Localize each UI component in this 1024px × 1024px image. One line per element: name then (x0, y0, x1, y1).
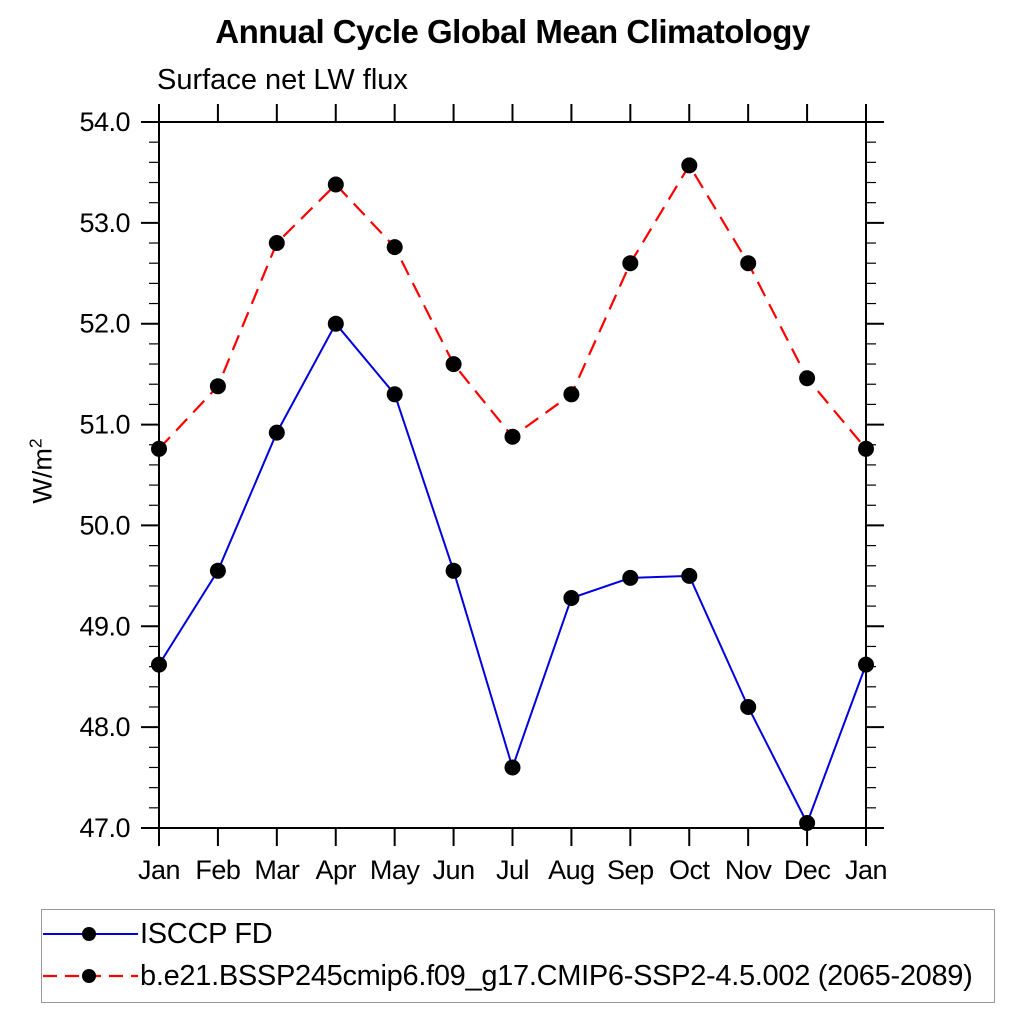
y-tick-label: 52.0 (79, 309, 130, 339)
data-point (151, 440, 167, 457)
data-point (327, 315, 344, 332)
data-point (681, 567, 698, 584)
y-tick-label: 53.0 (79, 208, 130, 238)
x-tick-label: Aug (548, 855, 595, 885)
data-point (622, 569, 639, 586)
y-tick-label: 49.0 (79, 611, 130, 641)
data-point (740, 699, 757, 715)
series-line-0 (158, 321, 867, 826)
x-tick-label: May (370, 855, 421, 885)
chart-title: Annual Cycle Global Mean Climatology (215, 13, 810, 50)
x-tick-label: Oct (669, 855, 711, 885)
data-point (209, 378, 226, 395)
x-tick-label: Dec (784, 855, 831, 885)
data-point (327, 176, 344, 193)
plot-area: 47.0 48.0 49.0 50.0 51.0 52.0 53.0 54.0 Jan Feb Ma… (79, 104, 888, 885)
legend-swatch-solid-line (43, 927, 138, 941)
data-point (268, 235, 285, 251)
data-point (563, 590, 580, 606)
chart-subtitle: Surface net LW flux (157, 64, 408, 96)
x-tick-label: Feb (195, 855, 240, 885)
legend: ISCCP FD b.e21.BSSP245cmip6.f09_g17.CMIP… (41, 909, 995, 1003)
data-point (799, 815, 816, 831)
x-tick-label: Nov (725, 855, 773, 885)
x-tick-label: Jan (138, 855, 180, 885)
x-tick-label: Jul (496, 855, 529, 885)
data-point (504, 759, 521, 776)
data-point (445, 562, 462, 579)
data-point (386, 386, 403, 403)
x-tick-label: Jan (845, 855, 887, 885)
x-tick-label: Jun (433, 855, 475, 885)
data-point (622, 255, 639, 272)
legend-marker-icon (82, 927, 96, 941)
series-line-1 (158, 163, 867, 450)
data-point (209, 562, 226, 579)
data-point (504, 428, 521, 445)
data-point (268, 424, 285, 441)
y-tick-label: 50.0 (79, 510, 130, 540)
data-point (151, 656, 167, 673)
data-point (740, 255, 757, 272)
data-point (858, 440, 874, 457)
data-point (563, 386, 580, 403)
y-tick-label: 51.0 (79, 410, 130, 440)
legend-item-model-run: b.e21.BSSP245cmip6.f09_g17.CMIP6-SSP2-4.… (43, 960, 973, 992)
legend-marker-icon (82, 969, 96, 983)
y-tick-label: 47.0 (79, 813, 130, 843)
data-point (799, 370, 816, 387)
plot-frame (158, 121, 867, 829)
x-tick-label: Apr (315, 855, 356, 885)
data-point (445, 356, 462, 373)
data-point (681, 157, 698, 174)
y-tick-label: 48.0 (79, 712, 130, 742)
legend-label: ISCCP FD (140, 917, 273, 950)
data-point (858, 656, 874, 673)
data-point (386, 239, 403, 256)
legend-swatch-dashed-line (43, 969, 138, 983)
y-tick-label: 54.0 (79, 107, 130, 137)
x-tick-label: Sep (607, 855, 654, 885)
x-tick-label: Mar (254, 855, 300, 885)
legend-item-isccp-fd: ISCCP FD (43, 918, 273, 950)
legend-label: b.e21.BSSP245cmip6.f09_g17.CMIP6-SSP2-4.… (140, 959, 973, 992)
